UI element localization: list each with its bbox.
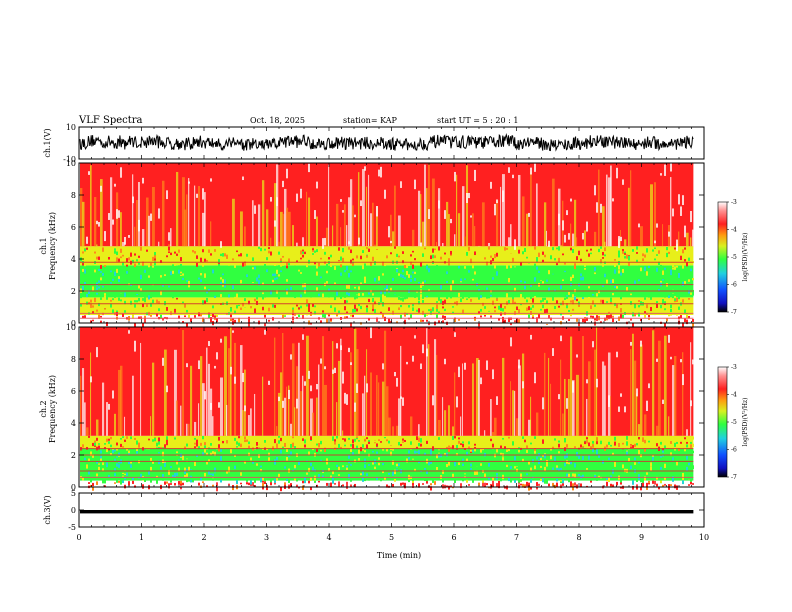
ch2-colorbar-tick: -3 [731,364,737,371]
ch1-spec-ytick-label: 8 [71,191,76,200]
ch1-colorbar: -3 -4 -5 -6 -7 log(PSD)(V²/Hz) [717,199,749,316]
figure-station: station= KAP [343,116,398,125]
ch1-colorbar-tick: -3 [731,199,737,206]
figure-title: VLF Spectra [78,115,143,126]
x-tick-label: 0 [76,533,81,542]
ch1-colorbar-label: log(PSD)(V²/Hz) [742,233,749,282]
ch2-spec-y-axis-label: Frequency (kHz) [48,375,57,443]
ch1-y-axis-label: ch.1(V) [43,128,52,157]
ch2-spec-spectrogram-image [80,327,694,492]
ch1-colorbar-tick: -5 [731,254,737,261]
ch1-colorbar-gradient [717,201,728,313]
ch2-spec-ytick-label: 10 [66,323,76,332]
ch3-ytick-label: 0 [71,506,76,515]
ch2-spec-ytick-label: 0 [71,483,76,492]
ch1-spec-y-axis-label: Frequency (kHz) [48,212,57,280]
ch2-colorbar: -3 -4 -5 -6 -7 log(PSD)(V²/Hz) [717,364,749,481]
ch2-spec-ytick-label: 6 [71,387,76,396]
x-tick-label: 7 [514,533,519,542]
x-tick-label: 9 [639,533,644,542]
ch1-waveform-line [79,133,694,152]
ch2-spec-ytick-label: 8 [71,355,76,364]
ch3-waveform-panel: 50-50 1 2 3 4 5 6 7 8 9 10 [68,489,709,542]
ch2-colorbar-tick: -4 [731,392,737,399]
ch2-spec-ytick-label: 4 [71,419,76,428]
x-tick-label: 4 [326,533,331,542]
ch1-colorbar-tick: -4 [731,227,737,234]
ch1-ytick-label: -10 [63,155,76,164]
figure-start-time: start UT = 5 : 20 : 1 [437,116,518,125]
figure-date: Oct. 18, 2025 [250,116,305,125]
x-tick-label: 2 [201,533,206,542]
ch2-colorbar-tick: -6 [731,447,737,454]
ch3-ytick-label: -5 [68,523,76,532]
x-axis-label: Time (min) [377,551,421,560]
ch2-spec-ytick-label: 2 [71,451,76,460]
ch2-colorbar-label: log(PSD)(V²/Hz) [742,398,749,447]
x-tick-label: 1 [139,533,144,542]
ch3-ytick-label: 5 [71,489,76,498]
ch1-spec-ytick-label: 2 [71,287,76,296]
ch1-spec-ytick-label: 4 [71,255,76,264]
ch1-waveform-panel: 10 -10 [63,123,705,164]
ch2-colorbar-tick: -7 [731,474,737,481]
ch1-spec-ytick-label: 10 [66,159,76,168]
ch1-colorbar-tick: -7 [731,309,737,316]
ch1-colorbar-tick: -6 [731,282,737,289]
x-tick-label: 6 [451,533,456,542]
x-tick-label: 8 [576,533,581,542]
ch2-colorbar-gradient [717,366,728,478]
ch1-spec-spectrogram-image [80,163,694,328]
ch3-waveform-band [80,510,694,514]
ch2-spectrogram-panel: 0 2 4 6 8 10 [66,323,705,492]
ch2-spec-y-axis-label-channel: ch.2 [39,400,48,417]
ch1-spec-ytick-label: 6 [71,223,76,232]
ch1-spectrogram-panel: 0 2 4 6 8 10 [66,159,705,328]
ch3-y-axis-label: ch.3(V) [43,495,52,524]
ch2-colorbar-tick: -5 [731,419,737,426]
x-tick-label: 3 [264,533,269,542]
ch1-spec-ytick-label: 0 [71,319,76,328]
ch1-ytick-label: 10 [66,123,76,132]
x-tick-label: 10 [699,533,709,542]
x-tick-label: 5 [389,533,394,542]
ch1-spec-y-axis-label-channel: ch.1 [39,237,48,254]
